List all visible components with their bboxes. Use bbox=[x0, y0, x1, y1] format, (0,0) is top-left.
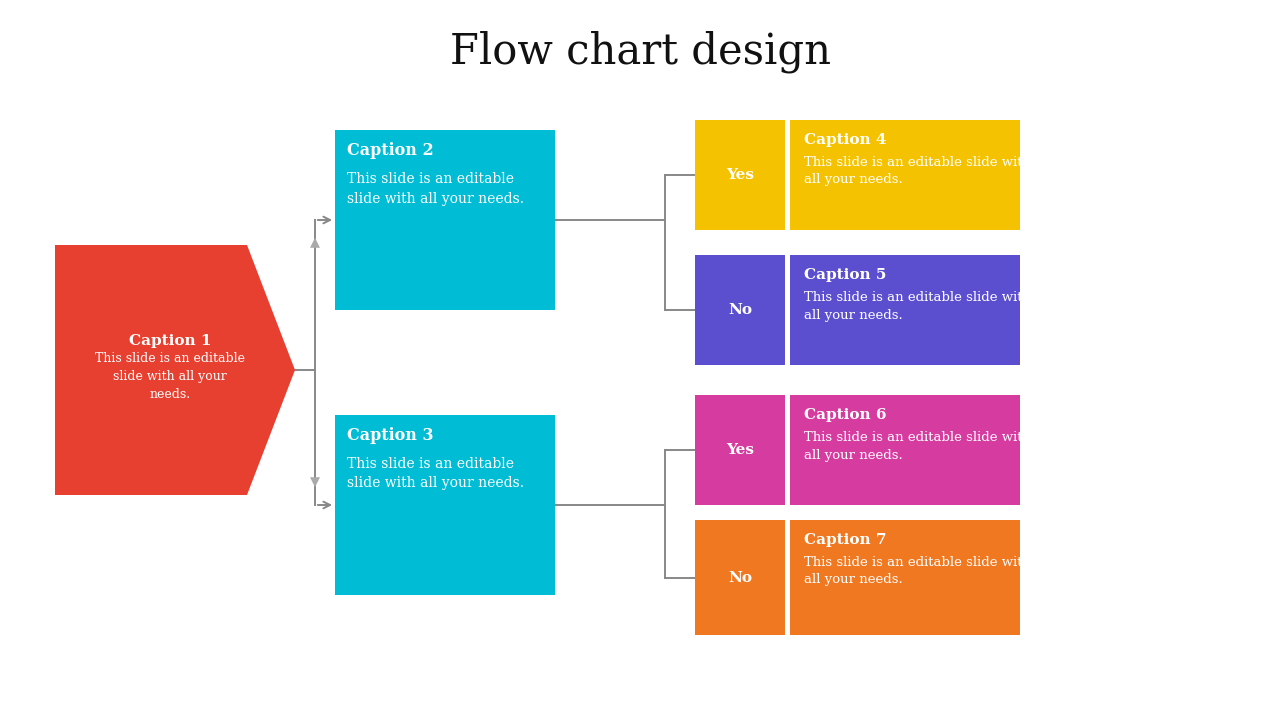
Text: This slide is an editable slide with
all your needs.: This slide is an editable slide with all… bbox=[804, 556, 1030, 587]
Text: Caption 1: Caption 1 bbox=[129, 334, 211, 348]
Text: This slide is an editable slide with
all your needs.: This slide is an editable slide with all… bbox=[804, 431, 1030, 462]
Text: Caption 2: Caption 2 bbox=[347, 142, 434, 159]
Text: Yes: Yes bbox=[726, 443, 754, 457]
Polygon shape bbox=[55, 245, 294, 495]
Bar bbox=[695, 395, 785, 505]
Text: Caption 7: Caption 7 bbox=[804, 533, 887, 547]
Bar bbox=[790, 120, 1020, 230]
Bar bbox=[695, 120, 785, 230]
Text: This slide is an editable
slide with all your needs.: This slide is an editable slide with all… bbox=[347, 457, 524, 490]
Bar bbox=[790, 395, 1020, 505]
Text: Flow chart design: Flow chart design bbox=[449, 31, 831, 73]
Bar bbox=[790, 255, 1020, 365]
Bar bbox=[335, 130, 556, 310]
Text: No: No bbox=[728, 570, 753, 585]
Bar bbox=[695, 255, 785, 365]
Text: Caption 4: Caption 4 bbox=[804, 133, 887, 147]
Text: This slide is an editable
slide with all your
needs.: This slide is an editable slide with all… bbox=[95, 352, 244, 401]
Text: Caption 5: Caption 5 bbox=[804, 268, 886, 282]
Text: This slide is an editable slide with
all your needs.: This slide is an editable slide with all… bbox=[804, 156, 1030, 186]
Bar bbox=[695, 520, 785, 635]
Text: Yes: Yes bbox=[726, 168, 754, 182]
Text: This slide is an editable slide with
all your needs.: This slide is an editable slide with all… bbox=[804, 291, 1030, 322]
Text: Caption 3: Caption 3 bbox=[347, 427, 434, 444]
Text: This slide is an editable
slide with all your needs.: This slide is an editable slide with all… bbox=[347, 172, 524, 205]
Text: No: No bbox=[728, 303, 753, 317]
Text: Caption 6: Caption 6 bbox=[804, 408, 887, 422]
Bar bbox=[790, 520, 1020, 635]
Bar bbox=[335, 415, 556, 595]
